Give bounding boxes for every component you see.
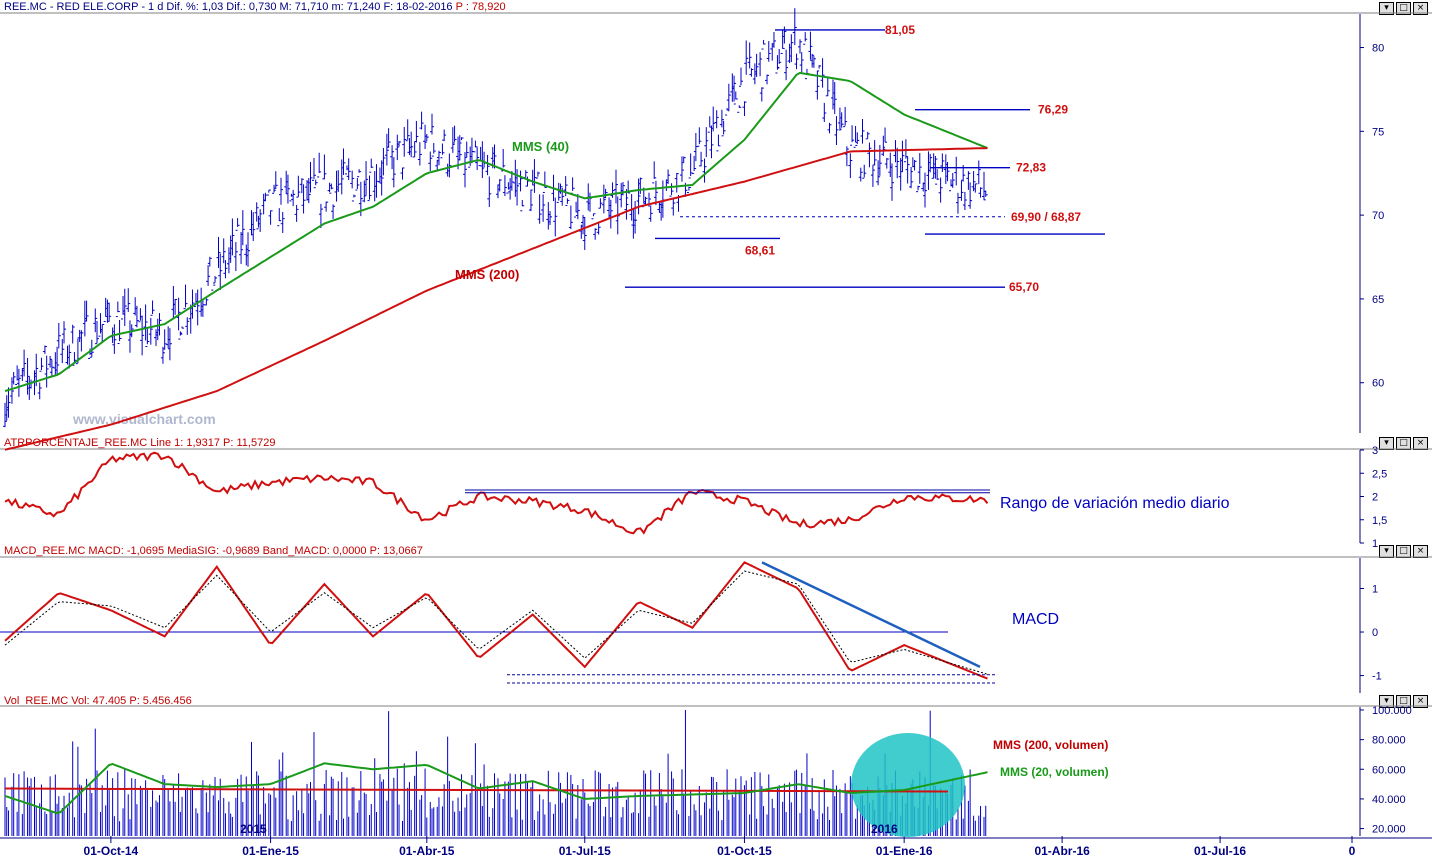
restore-icon[interactable]: □	[1396, 437, 1411, 450]
chart-header: REE.MC - RED ELE.CORP - 1 d Dif. %: 1,03…	[4, 1, 506, 13]
header-close-price: P : 78,920	[455, 1, 506, 13]
close-icon[interactable]: ×	[1413, 2, 1428, 15]
volume-panel-window-buttons: ▾ □ ×	[1379, 695, 1428, 708]
y-tick-label: 1,5	[1372, 515, 1387, 527]
mms200-line	[4, 147, 988, 451]
y-tick-label: 70	[1372, 210, 1384, 222]
minimize-icon[interactable]: ▾	[1379, 2, 1394, 15]
highlight-circle	[851, 733, 965, 837]
macd-trendline	[761, 561, 981, 668]
y-tick-label: 3	[1372, 445, 1378, 457]
y-tick-label: 80	[1372, 43, 1384, 55]
x-tick-label: 01-Oct-15	[717, 844, 772, 857]
y-tick-label: 20.000	[1372, 824, 1406, 836]
macd-panel-window-buttons: ▾ □ ×	[1379, 545, 1428, 558]
restore-icon[interactable]: □	[1396, 695, 1411, 708]
header-title: REE.MC - RED ELE.CORP - 1 d Dif. %: 1,03…	[4, 1, 453, 13]
year-2016-label: 2016	[871, 822, 898, 836]
vol-mms20-line	[4, 762, 988, 815]
macd-signal-line	[4, 570, 988, 675]
atr-note: Rango de variación medio diario	[1000, 495, 1230, 512]
y-tick-label: 2	[1372, 492, 1378, 504]
x-tick-label: 0	[1349, 844, 1356, 857]
level-label: 76,29	[1038, 103, 1068, 117]
price-panel-window-buttons: ▾ □ ×	[1379, 2, 1428, 15]
vol-mms20-label: MMS (20, volumen)	[1000, 765, 1109, 779]
y-tick-label: 0	[1372, 627, 1378, 639]
y-tick-label: 40.000	[1372, 794, 1406, 806]
x-tick-label: 01-Ene-15	[242, 844, 299, 857]
x-tick-label: 01-Ene-16	[876, 844, 933, 857]
x-tick-label: 01-Oct-14	[84, 844, 139, 857]
atr-line	[4, 451, 989, 535]
y-tick-label: 60	[1372, 378, 1384, 390]
y-tick-label: 1	[1372, 538, 1378, 550]
y-tick-label: 80.000	[1372, 735, 1406, 747]
level-label: 68,61	[745, 243, 775, 257]
x-tick-label: 01-Jul-15	[559, 844, 611, 857]
vol-mms200-line	[4, 787, 949, 793]
level-label: 69,90 / 68,87	[1011, 210, 1081, 224]
mms40-line	[4, 71, 988, 393]
volume-panel-title: Vol_REE.MC Vol: 47.405 P: 5.456.456	[4, 695, 192, 707]
y-tick-label: 60.000	[1372, 764, 1406, 776]
minimize-icon[interactable]: ▾	[1379, 695, 1394, 708]
level-label: 65,70	[1009, 280, 1039, 294]
y-tick-label: -1	[1372, 671, 1382, 683]
watermark: www.visualchart.com	[73, 411, 216, 427]
macd-panel-title: MACD_REE.MC MACD: -1,0695 MediaSIG: -0,9…	[4, 545, 423, 557]
mms40-label: MMS (40)	[512, 139, 570, 154]
y-tick-label: 2,5	[1372, 468, 1387, 480]
macd-note: MACD	[1012, 611, 1060, 628]
year-2015-label: 2015	[240, 822, 267, 836]
y-tick-label: 65	[1372, 294, 1384, 306]
restore-icon[interactable]: □	[1396, 2, 1411, 15]
y-tick-label: 100.000	[1372, 705, 1412, 717]
y-tick-label: 1	[1372, 583, 1378, 595]
level-label: 81,05	[885, 23, 915, 37]
x-tick-label: 01-Jul-16	[1194, 844, 1246, 857]
atr-panel-title: ATRPORCENTAJE_REE.MC Line 1: 1,9317 P: 1…	[4, 437, 276, 449]
x-tick-label: 01-Abr-16	[1034, 844, 1090, 857]
vol-mms200-label: MMS (200, volumen)	[993, 738, 1109, 752]
x-tick-label: 01-Abr-15	[399, 844, 455, 857]
y-tick-label: 75	[1372, 126, 1384, 138]
macd-line	[4, 561, 988, 680]
close-icon[interactable]: ×	[1413, 695, 1428, 708]
level-label: 72,83	[1016, 161, 1046, 175]
mms200-label: MMS (200)	[455, 267, 520, 282]
